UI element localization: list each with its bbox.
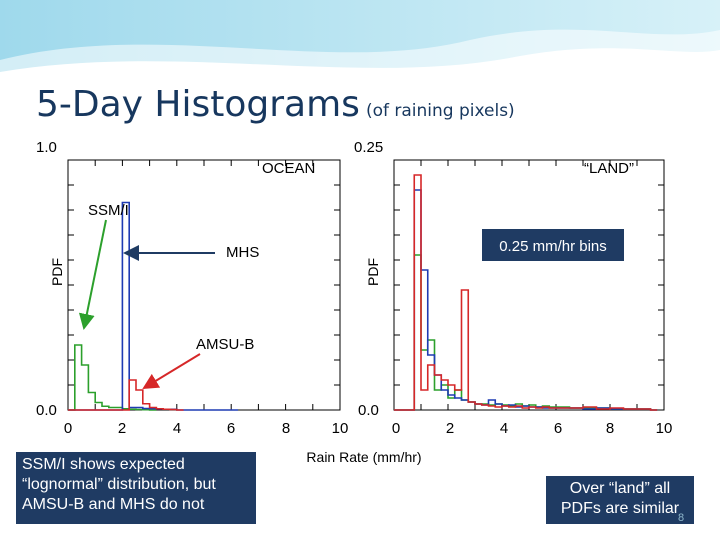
land-series — [394, 174, 658, 411]
annotation-amsub: AMSU-B — [196, 336, 254, 353]
land-x-tick-label: 4 — [500, 420, 508, 437]
land-x-tick-label: 2 — [446, 420, 454, 437]
page-number: 8 — [678, 512, 685, 524]
note-left: SSM/I shows expected “lognormal” distrib… — [16, 452, 256, 524]
land-series-amsu-b — [394, 174, 658, 411]
ocean-ymax-label: 1.0 — [36, 139, 57, 156]
land-title: “LAND” — [584, 160, 634, 177]
ocean-panel: 1.0 0.0 0 2 4 6 8 10 PDF OCEAN SSM/I MHS… — [36, 139, 348, 437]
land-series-mhs — [394, 189, 658, 411]
ocean-x-tick-label: 10 — [332, 420, 349, 437]
bins-note-box — [482, 229, 624, 261]
arrow-ssmi — [78, 219, 107, 330]
ocean-x-tick-label: 8 — [282, 420, 290, 437]
ocean-x-tick-label: 4 — [173, 420, 181, 437]
ocean-series-amsu-b — [68, 379, 184, 411]
land-x-tick-label: 10 — [656, 420, 673, 437]
arrow-amsub — [142, 353, 201, 390]
ocean-title: OCEAN — [262, 160, 315, 177]
land-x-tick-label: 8 — [606, 420, 614, 437]
ocean-x-tick-label: 2 — [118, 420, 126, 437]
land-xlabel: Rain Rate (mm/hr) — [306, 449, 421, 465]
land-ymax-label: 0.25 — [354, 139, 383, 156]
land-panel: 0.25 0.0 0 2 4 6 8 10 PDF “LAND” Rain Ra… — [306, 139, 672, 465]
ocean-plot-frame — [67, 159, 341, 411]
annotation-mhs: MHS — [226, 244, 259, 261]
land-ylabel: PDF — [365, 258, 381, 286]
ocean-ymin-label: 0.0 — [36, 402, 57, 419]
land-series-ssm-i — [394, 254, 658, 411]
bins-note: 0.25 mm/hr bins — [499, 238, 607, 255]
ocean-x-tick-label: 6 — [227, 420, 235, 437]
land-x-tick-label: 6 — [554, 420, 562, 437]
slide-title: 5-Day Histograms (of raining pixels) — [36, 84, 515, 125]
ocean-ticks — [67, 159, 341, 411]
ocean-ylabel: PDF — [49, 258, 65, 286]
land-x-tick-label: 0 — [392, 420, 400, 437]
ocean-series — [68, 201, 238, 411]
annotation-ssmi: SSM/I — [88, 202, 129, 219]
ocean-x-tick-label: 0 — [64, 420, 72, 437]
ocean-series-ssm-i — [68, 344, 157, 411]
header-banner — [0, 0, 720, 80]
slide-title-sub: (of raining pixels) — [365, 101, 515, 121]
slide-title-main: 5-Day Histograms — [36, 84, 360, 125]
ocean-series-mhs — [68, 201, 238, 411]
land-ymin-label: 0.0 — [358, 402, 379, 419]
note-right: Over “land” all PDFs are similar — [546, 476, 694, 524]
